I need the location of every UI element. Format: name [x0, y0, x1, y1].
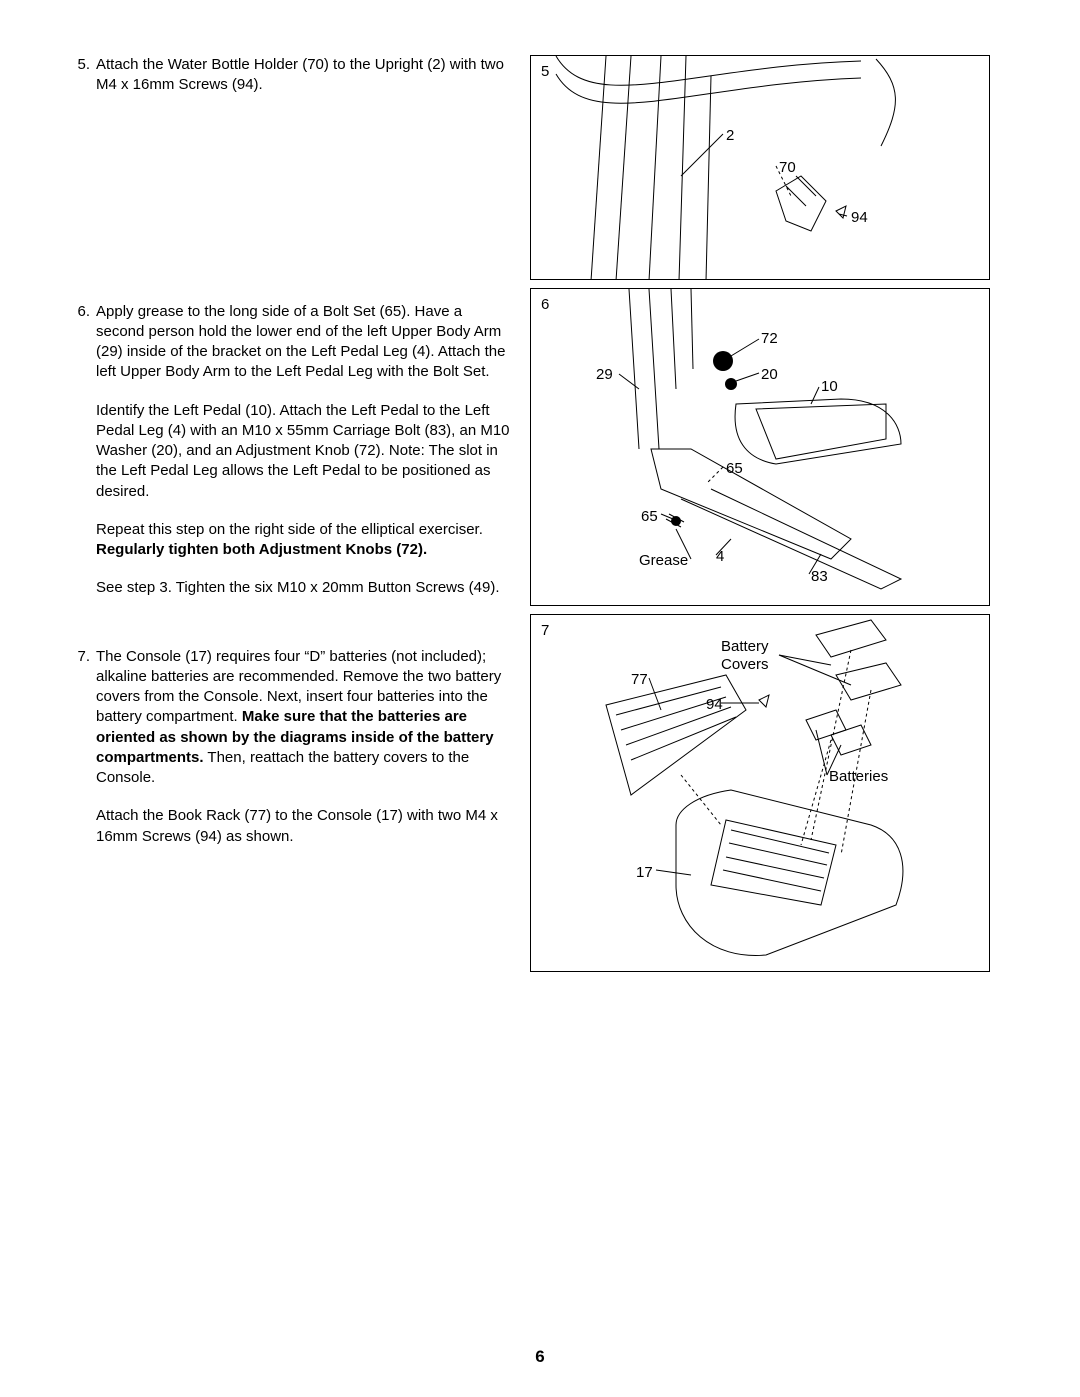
callout-70: 70 [779, 158, 796, 178]
step-7: 7.The Console (17) requires four “D” bat… [70, 647, 510, 847]
callout-10: 10 [821, 377, 838, 397]
diagram-5: 5 2 [530, 55, 990, 280]
instruction-text: Attach the Book Rack (77) to the Console… [96, 806, 510, 847]
step-body: Attach the Water Bottle Holder (70) to t… [96, 55, 510, 96]
diagram-5-svg [531, 56, 990, 280]
callout-83: 83 [811, 567, 828, 587]
callout-65b: 65 [641, 507, 658, 527]
callout-grease: Grease [639, 551, 688, 571]
callout-72: 72 [761, 329, 778, 349]
diagram-7: 7 [530, 614, 990, 972]
step-number: 7. [70, 647, 96, 847]
callout-4: 4 [716, 547, 724, 567]
callout-17: 17 [636, 863, 653, 883]
step-body: The Console (17) requires four “D” batte… [96, 647, 510, 847]
step-6: 6.Apply grease to the long side of a Bol… [70, 302, 510, 599]
diagram-6: 6 [530, 288, 990, 606]
step-number: 5. [70, 55, 96, 96]
callout-covers: Covers [721, 655, 769, 675]
step-body: Apply grease to the long side of a Bolt … [96, 302, 510, 599]
instruction-text: Repeat this step on the right side of th… [96, 520, 510, 561]
instruction-text: See step 3. Tighten the six M10 x 20mm B… [96, 578, 510, 598]
callout-batteries: Batteries [829, 767, 888, 787]
callout-77: 77 [631, 670, 648, 690]
diagram-number: 5 [541, 62, 549, 82]
instruction-text: The Console (17) requires four “D” batte… [96, 647, 510, 789]
callout-20: 20 [761, 365, 778, 385]
page-number: 6 [0, 1346, 1080, 1369]
step-5: 5.Attach the Water Bottle Holder (70) to… [70, 55, 510, 96]
callout-29: 29 [596, 365, 613, 385]
callout-65a: 65 [726, 459, 743, 479]
instruction-text: Attach the Water Bottle Holder (70) to t… [96, 55, 510, 96]
step-number: 6. [70, 302, 96, 599]
instruction-text: Apply grease to the long side of a Bolt … [96, 302, 510, 383]
instructions-column: 5.Attach the Water Bottle Holder (70) to… [70, 55, 510, 972]
callout-2: 2 [726, 126, 734, 146]
diagram-number: 7 [541, 621, 549, 641]
instruction-text: Identify the Left Pedal (10). Attach the… [96, 401, 510, 502]
diagram-number: 6 [541, 295, 549, 315]
callout-94: 94 [851, 208, 868, 228]
diagrams-column: 5 2 [530, 55, 990, 972]
callout-94b: 94 [706, 695, 723, 715]
page-content: 5.Attach the Water Bottle Holder (70) to… [70, 55, 1010, 972]
